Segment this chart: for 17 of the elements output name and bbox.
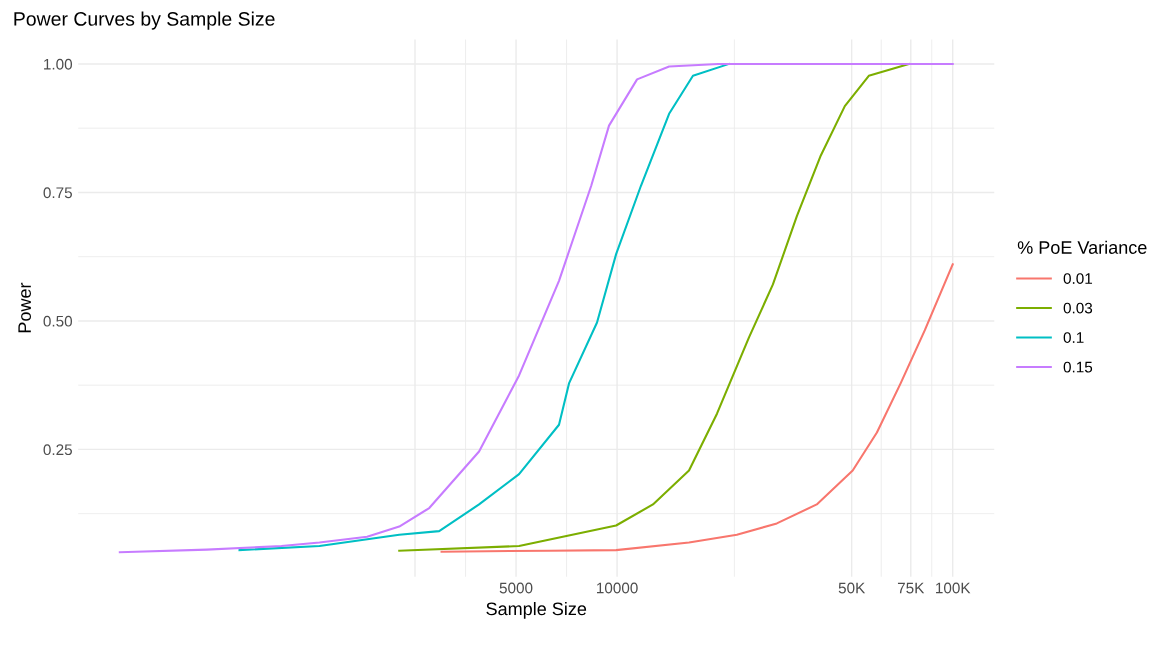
x-tick-label: 75K — [897, 582, 925, 594]
x-tick-label: 5000 — [499, 582, 533, 594]
y-tick-label: 0.25 — [43, 444, 72, 456]
legend-label: 0.03 — [1063, 302, 1093, 314]
legend-label: 0.01 — [1063, 273, 1093, 284]
y-axis-title: Power — [18, 282, 31, 333]
y-tick-label: 1.00 — [44, 58, 73, 70]
legend-label: 0.1 — [1063, 332, 1084, 343]
x-tick-label: 10000 — [597, 582, 638, 594]
x-tick-label: 100K — [936, 582, 971, 594]
y-tick-label: 0.75 — [43, 187, 72, 199]
legend-title: % PoE Variance — [1017, 240, 1147, 254]
legend-label: 0.15 — [1063, 361, 1093, 373]
chart-title: Power Curves by Sample Size — [14, 11, 275, 30]
y-tick-label: 0.50 — [43, 315, 73, 327]
x-axis-title: Sample Size — [486, 601, 587, 619]
x-tick-label: 50K — [838, 582, 866, 594]
